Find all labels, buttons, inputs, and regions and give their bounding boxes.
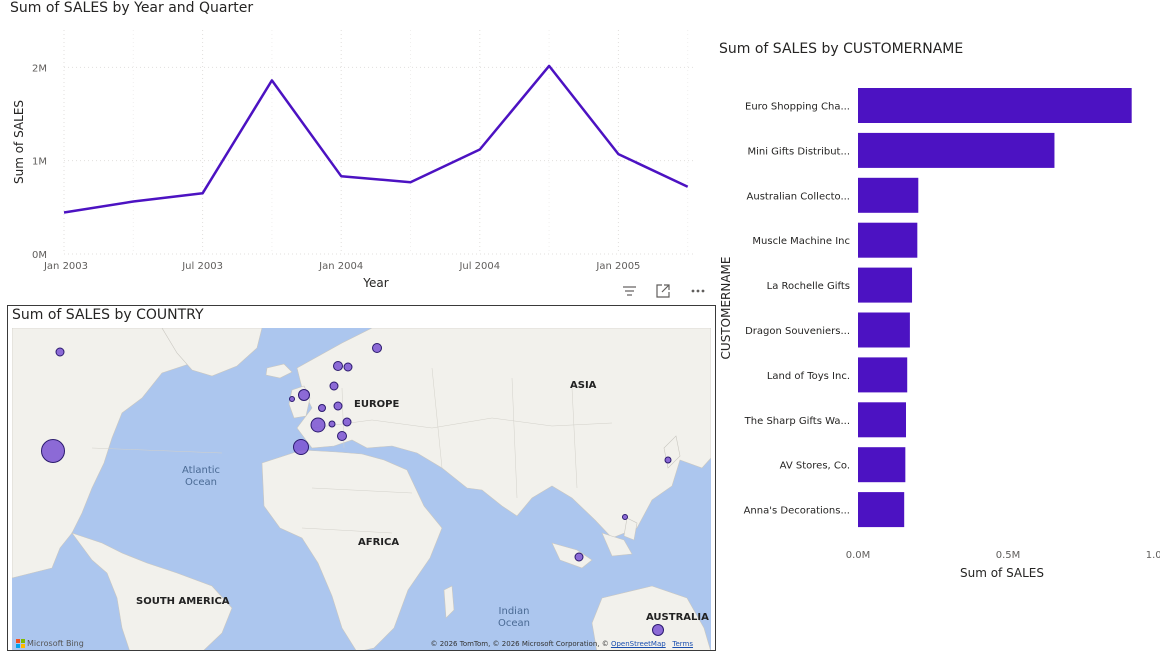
- country-bubble[interactable]: [664, 456, 672, 464]
- bar-category-label: The Sharp Gifts Wa...: [744, 416, 850, 427]
- map-visual[interactable]: Sum of SALES by COUNTRY: [7, 305, 716, 651]
- ocean-label-atlantic-line2: Ocean: [185, 477, 218, 488]
- x-axis-title: Year: [362, 276, 388, 290]
- microsoft-logo-icon: [16, 639, 25, 648]
- ocean-label-indian: Indian Ocean: [498, 606, 530, 630]
- map-title: Sum of SALES by COUNTRY: [12, 307, 204, 323]
- country-bubble[interactable]: [55, 347, 65, 357]
- country-bubble[interactable]: [652, 624, 664, 636]
- line-data-point[interactable]: [336, 171, 346, 181]
- line-data-point[interactable]: [406, 177, 416, 187]
- bar-category-label: Dragon Souveniers...: [745, 326, 850, 337]
- country-bubble[interactable]: [333, 401, 343, 411]
- ocean-label-atlantic: Atlantic Ocean: [182, 465, 220, 489]
- line-chart-svg: 0M 1M 2M Jan 2003 Jul 2003 Jan 2004 Jul 2004 Ja…: [12, 30, 696, 290]
- map-attribution: © 2026 TomTom, © 2026 Microsoft Corporat…: [430, 640, 693, 648]
- x-tick-label: 1.0M: [1146, 550, 1160, 561]
- ocean-label-indian-line2: Ocean: [498, 618, 530, 629]
- country-bubble[interactable]: [298, 389, 310, 401]
- country-bubble[interactable]: [372, 343, 382, 353]
- customer-sales-bar[interactable]: [858, 447, 906, 483]
- ocean-label-atlantic-line1: Atlantic: [182, 465, 221, 476]
- line-data-point[interactable]: [613, 149, 623, 159]
- x-tick-label: Jan 2003: [43, 261, 88, 272]
- map-canvas[interactable]: ASIA EUROPE AFRICA SOUTH AMERICA AUSTRAL…: [12, 328, 711, 650]
- bar-category-label: Australian Collecto...: [747, 191, 850, 202]
- ocean-label-indian-line1: Indian: [498, 606, 530, 617]
- customer-sales-bar[interactable]: [858, 357, 908, 393]
- customer-sales-bar[interactable]: [858, 177, 919, 213]
- country-bubble[interactable]: [328, 420, 336, 428]
- bar-category-label: Mini Gifts Distribut...: [747, 146, 850, 157]
- country-bubble[interactable]: [333, 361, 343, 371]
- country-bubble[interactable]: [337, 431, 347, 441]
- region-label-africa: AFRICA: [358, 537, 400, 548]
- bar-category-label: AV Stores, Co.: [780, 461, 850, 472]
- line-chart-visual[interactable]: Sum of SALES by Year and Quarter 0M 1M 2M J…: [0, 0, 710, 300]
- focus-mode-icon[interactable]: [652, 280, 674, 302]
- attribution-text: © 2026 TomTom, © 2026 Microsoft Corporat…: [430, 640, 611, 648]
- x-tick-label: Jan 2004: [318, 261, 363, 272]
- customer-sales-bar[interactable]: [858, 88, 1132, 123]
- bar-category-label: Land of Toys Inc.: [767, 371, 850, 382]
- bar-x-axis-title: Sum of SALES: [960, 566, 1044, 580]
- more-options-icon[interactable]: [687, 280, 709, 302]
- bar-category-label: Muscle Machine Inc: [752, 236, 850, 247]
- openstreetmap-link[interactable]: OpenStreetMap: [610, 640, 666, 648]
- country-bubble[interactable]: [574, 552, 584, 562]
- y-tick-label: 0M: [32, 250, 47, 261]
- y-tick-label: 2M: [32, 63, 47, 74]
- bing-logo-text: Microsoft Bing: [27, 639, 84, 648]
- country-bubble[interactable]: [329, 381, 339, 391]
- country-bubble[interactable]: [289, 396, 295, 402]
- bar-chart-title: Sum of SALES by CUSTOMERNAME: [719, 41, 964, 57]
- sales-series-line[interactable]: [63, 64, 689, 214]
- bar-chart-svg: Euro Shopping Cha... Mini Gifts Distribut…: [719, 88, 1160, 580]
- region-label-asia: ASIA: [570, 380, 597, 391]
- bar-y-axis-title: CUSTOMERNAME: [719, 257, 733, 360]
- line-chart-title: Sum of SALES by Year and Quarter: [10, 0, 254, 16]
- x-tick-label: Jul 2004: [458, 261, 500, 272]
- x-tick-label: Jul 2003: [181, 261, 223, 272]
- customer-sales-bar[interactable]: [858, 132, 1055, 168]
- line-data-point[interactable]: [198, 188, 208, 198]
- line-data-point[interactable]: [683, 182, 693, 192]
- bar-chart-visual[interactable]: Sum of SALES by CUSTOMERNAME Euro Shoppi…: [716, 36, 1160, 596]
- country-bubble[interactable]: [41, 439, 65, 463]
- country-bubble[interactable]: [318, 404, 326, 412]
- customer-sales-bar[interactable]: [858, 312, 910, 348]
- country-bubble[interactable]: [622, 514, 628, 520]
- region-label-europe: EUROPE: [354, 399, 400, 410]
- line-data-point[interactable]: [59, 207, 69, 217]
- microsoft-bing-logo: Microsoft Bing: [16, 639, 84, 648]
- country-bubble[interactable]: [342, 417, 352, 427]
- customer-sales-bar[interactable]: [858, 492, 905, 528]
- bar-category-label: La Rochelle Gifts: [767, 281, 850, 292]
- filter-icon[interactable]: [618, 280, 640, 302]
- visual-header-toolbar: [616, 280, 716, 302]
- line-data-point[interactable]: [267, 75, 277, 85]
- country-bubble[interactable]: [343, 362, 353, 372]
- y-tick-label: 1M: [32, 157, 47, 168]
- line-data-point[interactable]: [544, 61, 554, 71]
- world-map-landmass: [12, 328, 711, 650]
- x-tick-label: Jan 2005: [595, 261, 640, 272]
- region-label-south-america: SOUTH AMERICA: [136, 596, 230, 607]
- region-label-australia: AUSTRALIA: [646, 612, 709, 623]
- x-tick-label: 0.5M: [996, 550, 1021, 561]
- line-data-point[interactable]: [128, 196, 138, 206]
- customer-sales-bar[interactable]: [858, 222, 918, 258]
- terms-link[interactable]: Terms: [672, 640, 693, 648]
- country-bubble[interactable]: [293, 439, 309, 455]
- bar-category-label: Anna's Decorations...: [744, 506, 850, 517]
- country-bubble[interactable]: [310, 417, 326, 433]
- customer-sales-bar[interactable]: [858, 402, 907, 438]
- line-data-point[interactable]: [475, 144, 485, 154]
- x-tick-label: 0.0M: [846, 550, 871, 561]
- bar-category-label: Euro Shopping Cha...: [745, 102, 850, 113]
- y-axis-title: Sum of SALES: [12, 100, 26, 184]
- customer-sales-bar[interactable]: [858, 267, 913, 303]
